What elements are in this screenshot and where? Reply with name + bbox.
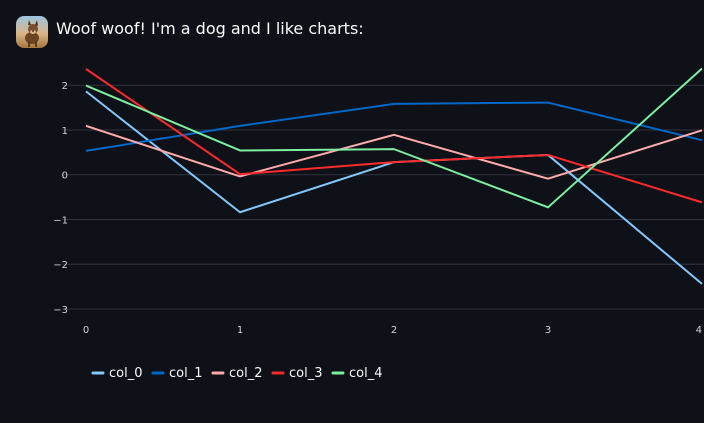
legend-label: col_1 xyxy=(169,366,202,381)
x-tick-label: 4 xyxy=(696,325,702,336)
y-tick-label: −2 xyxy=(53,260,68,271)
message-text: Woof woof! I'm a dog and I like charts: xyxy=(56,19,364,38)
legend-item-col_2[interactable]: col_2 xyxy=(211,366,262,381)
legend-label: col_0 xyxy=(109,366,142,381)
dog-avatar-icon xyxy=(16,16,48,48)
legend-item-col_3[interactable]: col_3 xyxy=(271,366,322,381)
x-tick-label: 0 xyxy=(83,325,89,336)
series-line-col_1[interactable] xyxy=(85,101,703,152)
legend-item-col_1[interactable]: col_1 xyxy=(151,366,202,381)
legend-label: col_3 xyxy=(289,366,322,381)
legend-item-col_0[interactable]: col_0 xyxy=(91,366,142,381)
y-tick-label: −3 xyxy=(53,305,68,316)
grid-lines xyxy=(62,84,704,310)
legend-label: col_4 xyxy=(349,366,382,381)
y-tick-label: 0 xyxy=(62,171,68,182)
y-axis: 2 1 0 −1 −2 −3 xyxy=(53,81,68,316)
series-line-col_0[interactable] xyxy=(85,90,703,285)
y-tick-label: −1 xyxy=(53,215,68,226)
series-lines[interactable] xyxy=(85,67,703,285)
series-line-col_3[interactable] xyxy=(85,68,703,204)
series-line-col_2[interactable] xyxy=(85,124,703,180)
x-tick-label: 2 xyxy=(391,325,397,336)
x-tick-label: 3 xyxy=(545,325,551,336)
y-tick-label: 1 xyxy=(62,126,68,137)
legend-item-col_4[interactable]: col_4 xyxy=(331,366,382,381)
x-tick-label: 1 xyxy=(237,325,243,336)
x-axis: 0 1 2 3 4 xyxy=(83,325,702,336)
series-line-col_4[interactable] xyxy=(85,67,703,209)
legend[interactable]: col_0 col_1 col_2 col_3 col_4 xyxy=(91,366,382,381)
legend-label: col_2 xyxy=(229,366,262,381)
y-tick-label: 2 xyxy=(62,81,68,92)
